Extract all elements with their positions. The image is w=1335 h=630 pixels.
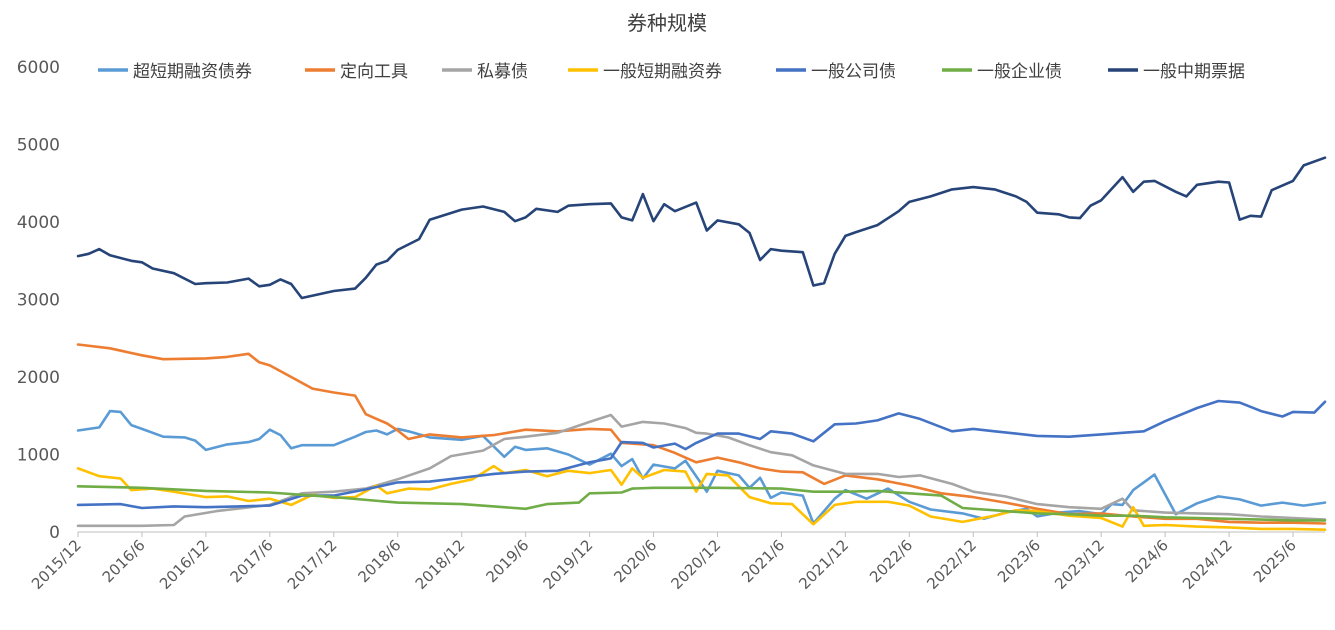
legend-label-4: 一般公司债 [811, 62, 896, 82]
x-tick-label: 2018/12 [412, 536, 469, 593]
legend-label-0: 超短期融资债券 [133, 62, 252, 82]
x-tick-label: 2020/12 [668, 536, 725, 593]
series-line-2 [76, 413, 1327, 528]
series-line-5 [76, 484, 1327, 522]
x-tick-label: 2017/12 [284, 536, 341, 593]
legend: 超短期融资债券 定向工具 私募债 一般短期融资券 一般公司债 一般企业债 一般中期票据 [98, 62, 1245, 82]
legend-label-5: 一般企业债 [977, 62, 1062, 82]
y-tick-label: 6000 [17, 58, 60, 78]
x-axis-ticks: 2015/12 2016/6 2016/12 2017/6 2017/12 2018/6 2… [28, 532, 1300, 593]
series-line-3 [76, 464, 1327, 532]
series-line-6 [76, 156, 1327, 300]
x-tick-label: 2024/6 [1122, 536, 1172, 586]
x-tick-label: 2018/6 [355, 536, 405, 586]
series-line-4 [76, 399, 1327, 510]
y-tick-label: 1000 [17, 446, 60, 466]
x-tick-label: 2023/6 [994, 536, 1044, 586]
y-tick-label: 4000 [17, 213, 60, 233]
y-axis-ticks: 0 1000 2000 3000 4000 5000 6000 [17, 58, 60, 543]
x-tick-label: 2022/6 [866, 536, 916, 586]
x-tick-label: 2020/6 [610, 536, 660, 586]
x-tick-label: 2022/12 [923, 536, 980, 593]
x-tick-label: 2019/6 [482, 536, 532, 586]
x-tick-label: 2023/12 [1051, 536, 1108, 593]
x-tick-label: 2025/6 [1250, 536, 1300, 586]
x-tick-label: 2021/12 [795, 536, 852, 593]
x-tick-label: 2015/12 [28, 536, 85, 593]
legend-label-2: 私募债 [477, 62, 528, 82]
series-lines [76, 156, 1327, 532]
x-tick-label: 2021/6 [738, 536, 788, 586]
x-tick-label: 2016/12 [156, 536, 213, 593]
x-tick-label: 2016/6 [99, 536, 149, 586]
y-tick-label: 5000 [17, 136, 60, 156]
x-tick-label: 2017/6 [227, 536, 277, 586]
x-tick-label: 2019/12 [540, 536, 597, 593]
legend-label-1: 定向工具 [340, 62, 408, 82]
y-tick-label: 0 [49, 523, 60, 543]
legend-label-3: 一般短期融资券 [603, 62, 722, 82]
y-tick-label: 2000 [17, 368, 60, 388]
chart-title: 券种规模 [627, 11, 707, 35]
y-tick-label: 3000 [17, 291, 60, 311]
legend-label-6: 一般中期票据 [1143, 62, 1245, 82]
x-tick-label: 2024/12 [1179, 536, 1236, 593]
